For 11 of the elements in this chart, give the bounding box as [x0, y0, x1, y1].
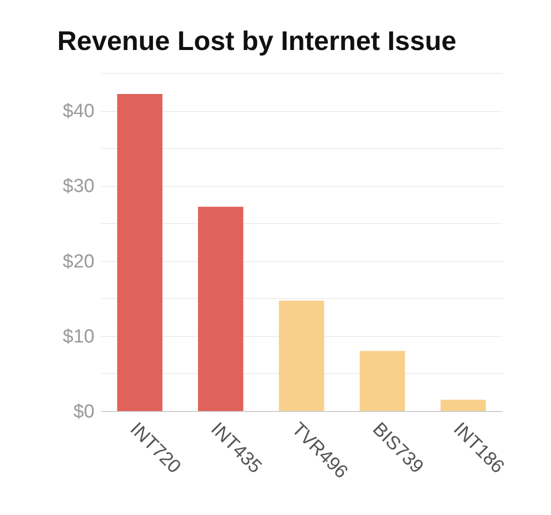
y-tick-label: $30 — [62, 176, 94, 198]
bar — [360, 350, 405, 411]
y-tick-label: $10 — [62, 326, 94, 348]
chart-title: Revenue Lost by Internet Issue — [57, 26, 456, 56]
y-tick-label: $40 — [62, 101, 94, 122]
y-tick-label: $0 — [73, 402, 94, 422]
bar — [198, 206, 244, 411]
bar — [440, 400, 486, 411]
bar — [278, 300, 324, 411]
y-tick-label: $20 — [62, 251, 94, 272]
bar — [117, 94, 162, 411]
